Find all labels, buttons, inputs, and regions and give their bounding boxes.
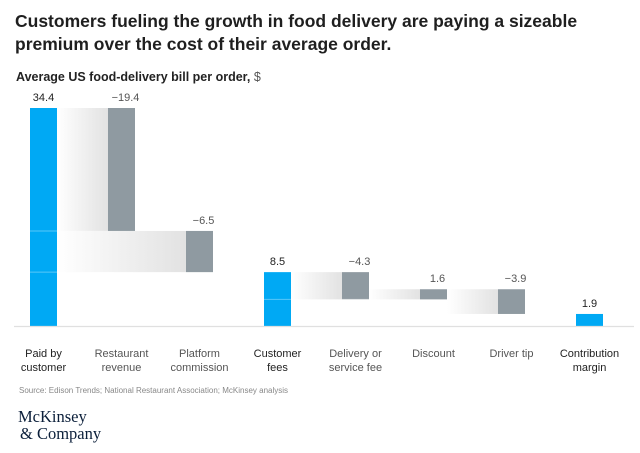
bar-discount: [420, 289, 447, 300]
category-label-line: customer: [20, 362, 67, 374]
category-label-line: Platform: [179, 348, 220, 360]
connector-band: [369, 289, 420, 300]
logo-line-2: & Company: [20, 424, 102, 443]
category-label: Paid by customer: [0, 347, 89, 375]
source-note: Source: Edison Trends; National Restaura…: [19, 386, 289, 395]
bar-paid-by-customer: [30, 108, 57, 326]
bar-restaurant-revenue: [108, 108, 135, 231]
bar-driver-tip: [498, 289, 525, 314]
connector-band: [291, 272, 342, 300]
subtitle-unit: $: [253, 70, 261, 84]
value-label: 8.5: [270, 256, 285, 268]
chart-title: Customers fueling the growth in food del…: [15, 11, 578, 54]
category-label-line: Discount: [412, 348, 455, 360]
category-label-line: revenue: [101, 362, 142, 374]
bar-group: [30, 108, 603, 326]
category-label: Delivery or service fee: [311, 347, 401, 375]
value-label: −19.4: [112, 92, 140, 104]
chart-subtitle: Average US food-delivery bill per order,…: [16, 70, 261, 84]
value-label: 1.6: [430, 273, 445, 285]
value-label: −4.3: [349, 256, 371, 268]
value-label: −6.5: [193, 215, 215, 227]
category-label-line: fees: [267, 362, 288, 374]
connector-band: [57, 230, 186, 273]
connector-group: [57, 108, 498, 314]
mckinsey-logo: McKinsey & Company: [18, 408, 101, 442]
bar-platform-commission: [186, 230, 213, 273]
category-label-line: margin: [572, 362, 607, 374]
category-label-line: Contribution: [559, 348, 620, 360]
category-label: Driver tip: [467, 347, 557, 361]
value-label: −3.9: [505, 273, 527, 285]
category-label: Customer fees: [233, 347, 323, 375]
subtitle-text: Average US food-delivery bill per order,: [16, 70, 251, 84]
bar-customer-fees: [264, 272, 291, 326]
bar-contribution-margin: [576, 313, 603, 326]
category-label-line: commission: [170, 362, 229, 374]
connector-band: [57, 108, 108, 231]
category-label-line: Restaurant: [94, 348, 149, 360]
value-label-group: 34.4 −19.4 −6.5 8.5 −4.3 1.6 −3.9 1.9: [33, 92, 597, 310]
category-label: Contribution margin: [545, 347, 635, 375]
category-label-line: Delivery or: [329, 348, 382, 360]
value-label: 1.9: [582, 298, 597, 310]
category-label: Discount: [389, 347, 479, 361]
category-label-line: service fee: [328, 362, 383, 374]
value-label: 34.4: [33, 92, 54, 104]
category-label-line: Customer: [253, 348, 302, 360]
category-label: Platform commission: [155, 347, 245, 375]
bar-delivery-or-service-fee: [342, 272, 369, 300]
category-label: Restaurant revenue: [77, 347, 167, 375]
category-label-line: Driver tip: [489, 348, 534, 360]
connector-band: [447, 289, 498, 314]
category-label-line: Paid by: [25, 348, 62, 360]
logo-line-1: McKinsey: [18, 407, 87, 426]
